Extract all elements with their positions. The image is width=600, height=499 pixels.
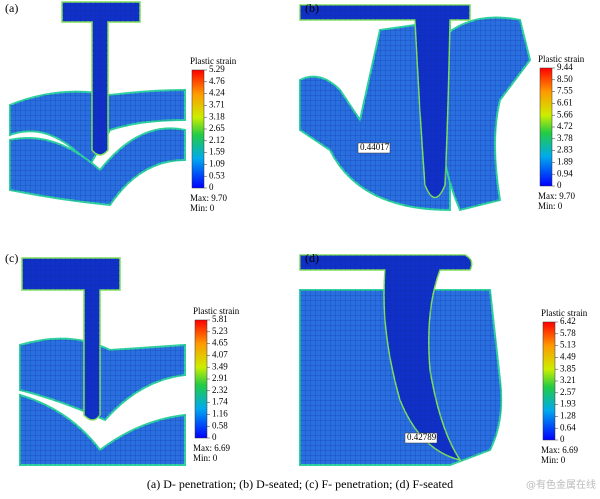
min-label: Min: 0 [193, 453, 218, 463]
max-label: Max: 6.69 [193, 443, 230, 453]
colorbar-tick-label: 0 [560, 434, 565, 444]
colorbar-tick-label: 8.50 [557, 74, 573, 84]
colorbar-tick-label: 3.71 [209, 99, 225, 109]
panel-label: (c) [5, 251, 18, 265]
colorbar-tick-label: 3.85 [560, 363, 576, 373]
colorbar-tick-label: 1.74 [212, 397, 228, 407]
colorbar-tick-label: 0.64 [560, 422, 576, 432]
colorbar-tick-label: 9.44 [557, 62, 573, 72]
colorbar [539, 67, 553, 187]
colorbar-tick-label: 2.32 [212, 385, 228, 395]
colorbar-tick-label: 1.28 [560, 410, 576, 420]
colorbar-tick-label: 0.58 [212, 420, 228, 430]
colorbar-tick-label: 1.59 [209, 147, 225, 157]
sheet-mesh [437, 17, 530, 210]
colorbar-tick-label: 5.81 [212, 314, 228, 324]
colorbar-tick-label: 1.16 [212, 408, 228, 418]
colorbar-tick-label: 1.89 [557, 156, 573, 166]
rivet-mesh [300, 255, 472, 460]
rivet-mesh [62, 2, 140, 155]
max-label: Max: 9.70 [190, 193, 227, 203]
legend-title: Plastic strain [538, 54, 585, 64]
legend-title: Plastic strain [193, 306, 240, 316]
colorbar-tick-label: 3.78 [557, 133, 573, 143]
max-label: Max: 6.69 [541, 445, 578, 455]
sheet-mesh [10, 128, 185, 205]
colorbar [191, 69, 205, 189]
colorbar-tick-label: 2.83 [557, 145, 573, 155]
colorbar [542, 321, 556, 441]
sheet-mesh [20, 395, 185, 465]
caption: (a) D- penetration; (b) D-seated; (c) F-… [147, 477, 453, 491]
colorbar-tick-label: 5.13 [560, 340, 576, 350]
colorbar-tick-label: 5.66 [557, 109, 573, 119]
probe-box [357, 142, 391, 154]
min-label: Min: 0 [190, 203, 215, 213]
legend-title: Plastic strain [190, 56, 237, 66]
legend-title: Plastic strain [541, 308, 588, 318]
min-label: Min: 0 [538, 201, 563, 211]
sheet-mesh [300, 20, 450, 210]
colorbar-tick-label: 7.55 [557, 86, 573, 96]
colorbar-tick-label: 0.53 [209, 170, 225, 180]
colorbar-tick-label: 2.57 [560, 387, 576, 397]
max-label: Max: 9.70 [538, 191, 575, 201]
colorbar-tick-label: 4.76 [209, 76, 225, 86]
colorbar-tick-label: 2.65 [209, 123, 225, 133]
colorbar-tick-label: 6.61 [557, 97, 573, 107]
colorbar [194, 319, 208, 439]
colorbar-tick-label: 4.65 [212, 338, 228, 348]
colorbar-tick-label: 4.07 [212, 349, 228, 359]
colorbar-tick-label: 5.29 [209, 64, 225, 74]
colorbar-tick-label: 0 [557, 180, 562, 190]
colorbar-tick-label: 3.49 [212, 361, 228, 371]
colorbar-tick-label: 0 [212, 432, 217, 442]
colorbar-tick-label: 3.21 [560, 375, 576, 385]
colorbar-tick-label: 1.09 [209, 158, 225, 168]
colorbar-tick-label: 2.12 [209, 135, 225, 145]
colorbar-tick-label: 0.94 [557, 168, 573, 178]
probe-label: 0.44017 [360, 142, 390, 152]
probe-label: 0.42789 [407, 432, 437, 442]
colorbar-tick-label: 3.18 [209, 111, 225, 121]
rivet-mesh [300, 5, 470, 198]
rivet-mesh [22, 258, 120, 420]
panel-label: (d) [305, 251, 319, 265]
min-label: Min: 0 [541, 455, 566, 465]
colorbar-tick-label: 4.24 [209, 88, 225, 98]
colorbar-tick-label: 5.78 [560, 328, 576, 338]
colorbar-tick-label: 1.93 [560, 399, 576, 409]
colorbar-tick-label: 4.72 [557, 121, 573, 131]
colorbar-tick-label: 4.49 [560, 351, 576, 361]
probe-box [404, 432, 438, 444]
colorbar-tick-label: 0 [209, 182, 214, 192]
colorbar-tick-label: 5.23 [212, 326, 228, 336]
colorbar-tick-label: 2.91 [212, 373, 228, 383]
watermark: @有色金属在线 [526, 478, 596, 491]
colorbar-tick-label: 6.42 [560, 316, 576, 326]
panel-label: (b) [305, 1, 319, 15]
panel-label: (a) [5, 1, 18, 15]
sheet-mesh [20, 338, 185, 420]
